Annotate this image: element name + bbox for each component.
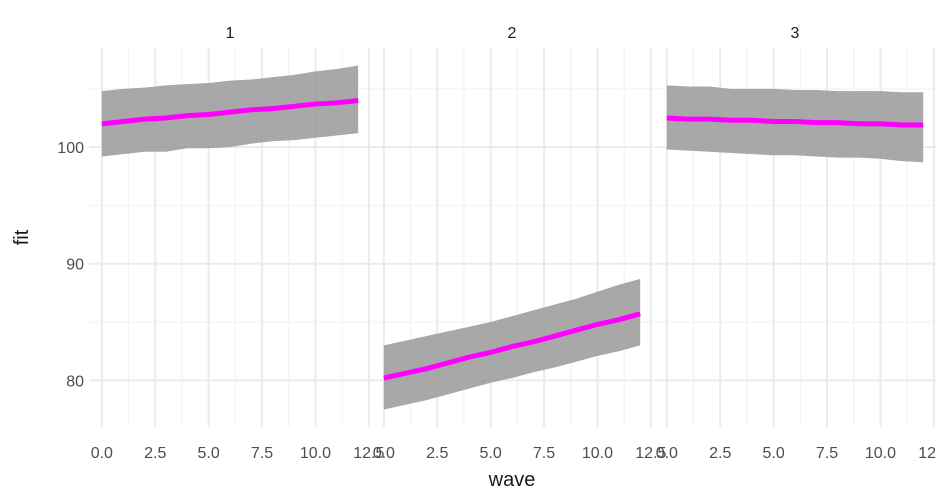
x-tick-label: 0.0 xyxy=(656,445,678,462)
y-tick-label: 100 xyxy=(57,140,84,157)
x-tick-label: 0.0 xyxy=(373,445,395,462)
x-tick-label: 7.5 xyxy=(251,445,273,462)
y-axis-title: fit xyxy=(11,229,33,245)
facet-panel-2: 2 0.0 2.5 5.0 7.5 10.0 12.5 xyxy=(371,25,667,462)
x-tick-label: 7.5 xyxy=(533,445,555,462)
x-tick-label: 12.5 xyxy=(918,445,936,462)
x-tick-label: 10.0 xyxy=(865,445,896,462)
x-tick-label: 12.5 xyxy=(353,445,384,462)
facet-strip-label: 2 xyxy=(508,25,517,42)
fit-line-1 xyxy=(101,97,359,127)
x-axis-title: wave xyxy=(488,469,536,491)
x-tick-label: 5.0 xyxy=(198,445,220,462)
x-tick-label: 10.0 xyxy=(582,445,613,462)
x-tick-label: 12.5 xyxy=(635,445,666,462)
x-tick-label: 2.5 xyxy=(144,445,166,462)
y-tick-label: 90 xyxy=(66,257,84,274)
fit-line-2 xyxy=(383,311,641,381)
facet-strip-label: 3 xyxy=(791,25,800,42)
x-tick-label: 7.5 xyxy=(816,445,838,462)
x-tick-label: 0.0 xyxy=(91,445,113,462)
x-tick-label: 2.5 xyxy=(426,445,448,462)
facet-panel-3: 3 0.0 2.5 5.0 7.5 10.0 12.5 xyxy=(654,25,936,462)
x-tick-label: 5.0 xyxy=(480,445,502,462)
fit-line-3 xyxy=(666,115,924,128)
x-tick-label: 10.0 xyxy=(300,445,331,462)
x-tick-label: 2.5 xyxy=(709,445,731,462)
x-tick-label: 5.0 xyxy=(763,445,785,462)
y-axis: 80 90 100 xyxy=(57,140,84,390)
facet-strip-label: 1 xyxy=(226,25,235,42)
y-tick-label: 80 xyxy=(66,373,84,390)
facet-panel-1: 10.0 2.5 5.0 7.5 10.0 12.5 xyxy=(89,25,385,462)
panels: 10.0 2.5 5.0 7.5 10.0 12.520.0 2.5 5.0 7.5 10.0 12… xyxy=(89,25,936,462)
